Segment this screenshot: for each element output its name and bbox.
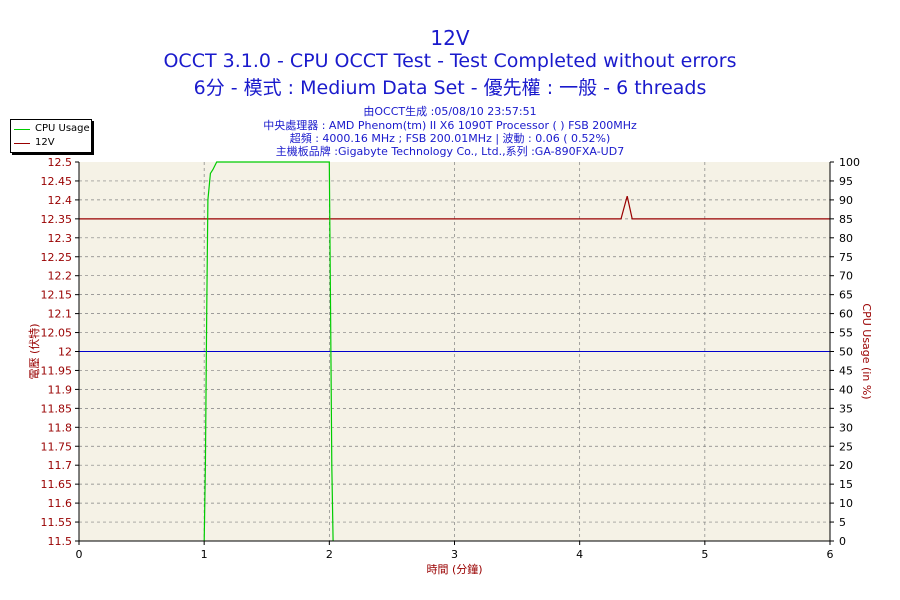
y2-tick-label: 55	[839, 327, 853, 340]
x-tick-label: 5	[701, 548, 708, 561]
x-tick-label: 3	[451, 548, 458, 561]
y2-tick-label: 60	[839, 308, 853, 321]
y2-tick-label: 80	[839, 232, 853, 245]
legend-label-12v: 12V	[35, 137, 55, 148]
y-tick-label: 12.1	[48, 308, 73, 321]
y2-axis-label: CPU Usage (in %)	[860, 303, 873, 399]
y-tick-label: 11.9	[48, 383, 73, 396]
legend-swatch-12v	[14, 143, 30, 144]
x-tick-label: 2	[326, 548, 333, 561]
y-tick-label: 11.95	[41, 364, 73, 377]
y2-tick-label: 100	[839, 156, 860, 169]
y-tick-label: 12.35	[41, 213, 73, 226]
x-tick-label: 4	[576, 548, 583, 561]
y2-tick-label: 50	[839, 346, 853, 359]
chart-legend: CPU Usage 12V	[10, 119, 92, 153]
y2-tick-label: 75	[839, 251, 853, 264]
y2-tick-label: 85	[839, 213, 853, 226]
y2-tick-label: 70	[839, 270, 853, 283]
chart-subtitle-test: OCCT 3.1.0 - CPU OCCT Test - Test Comple…	[163, 50, 737, 72]
x-axis-label: 時間 (分鐘)	[426, 562, 482, 576]
y2-tick-label: 95	[839, 175, 853, 188]
y2-tick-label: 5	[839, 516, 846, 529]
y-tick-label: 11.6	[48, 497, 73, 510]
y-tick-label: 11.55	[41, 516, 73, 529]
y-tick-label: 12	[58, 346, 72, 359]
y2-tick-label: 90	[839, 194, 853, 207]
y2-tick-label: 30	[839, 421, 853, 434]
tick-labels-group: 12.512.4512.412.3512.312.2512.212.1512.1…	[41, 156, 861, 561]
info-overclock: 超頻 : 4000.16 MHz ; FSB 200.01MHz | 波動 : …	[289, 132, 611, 145]
y-tick-label: 11.75	[41, 440, 73, 453]
y2-tick-label: 25	[839, 440, 853, 453]
y2-tick-label: 65	[839, 289, 853, 302]
info-generated: 由OCCT生成 :05/08/10 23:57:51	[363, 105, 537, 118]
y-tick-label: 12.4	[48, 194, 73, 207]
info-motherboard: 主機板品牌 :Gigabyte Technology Co., Ltd.,系列 …	[275, 145, 625, 158]
y-tick-label: 12.25	[41, 251, 73, 264]
x-tick-label: 6	[827, 548, 834, 561]
y-tick-label: 12.5	[48, 156, 73, 169]
chart-subtitle-mode: 6分 - 模式 : Medium Data Set - 優先權 : 一般 - 6…	[193, 77, 707, 99]
y-tick-label: 12.3	[48, 232, 73, 245]
y-axis-label: 電壓 (伏特)	[27, 323, 41, 379]
y2-tick-label: 15	[839, 478, 853, 491]
y-tick-label: 11.85	[41, 402, 73, 415]
x-tick-label: 1	[201, 548, 208, 561]
axes-group	[75, 161, 834, 545]
y2-tick-label: 45	[839, 364, 853, 377]
x-tick-label: 0	[76, 548, 83, 561]
chart-title: 12V	[430, 26, 470, 50]
legend-swatch-cpu-usage	[14, 129, 30, 130]
y-tick-label: 12.15	[41, 289, 73, 302]
series-line-12v	[79, 195, 830, 220]
y2-tick-label: 40	[839, 383, 853, 396]
y2-tick-label: 10	[839, 497, 853, 510]
y2-tick-label: 20	[839, 459, 853, 472]
series-line-cpu-usage	[203, 161, 334, 542]
y-tick-label: 11.65	[41, 478, 73, 491]
y2-tick-label: 35	[839, 402, 853, 415]
y2-tick-label: 0	[839, 535, 846, 548]
y-tick-label: 12.45	[41, 175, 73, 188]
info-cpu: 中央處理器 : AMD Phenom(tm) II X6 1090T Proce…	[263, 119, 637, 132]
legend-label-cpu-usage: CPU Usage	[35, 123, 90, 134]
y-tick-label: 11.5	[48, 535, 73, 548]
series-group	[79, 161, 830, 542]
y-tick-label: 12.05	[41, 327, 73, 340]
y-tick-label: 11.7	[48, 459, 73, 472]
y-tick-label: 11.8	[48, 421, 73, 434]
y-tick-label: 12.2	[48, 270, 73, 283]
